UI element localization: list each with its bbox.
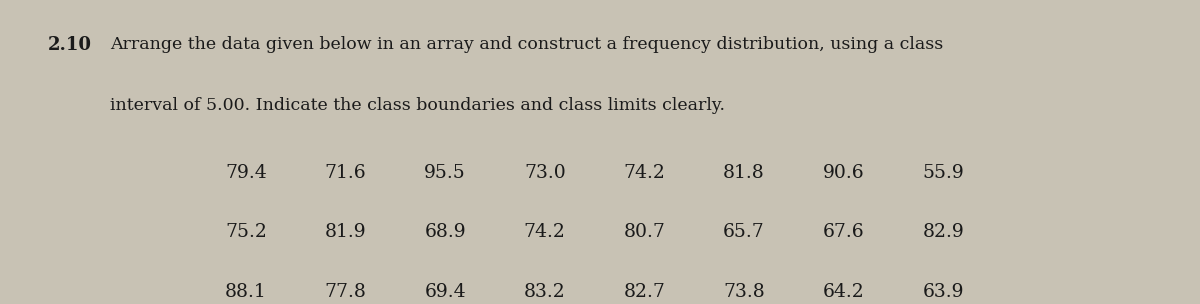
Text: interval of 5.00. Indicate the class boundaries and class limits clearly.: interval of 5.00. Indicate the class bou… xyxy=(110,97,725,114)
Text: 82.9: 82.9 xyxy=(923,223,964,241)
Text: 83.2: 83.2 xyxy=(524,283,565,301)
Text: 90.6: 90.6 xyxy=(823,164,864,182)
Text: 2.10: 2.10 xyxy=(48,36,92,54)
Text: 82.7: 82.7 xyxy=(624,283,665,301)
Text: 95.5: 95.5 xyxy=(425,164,466,182)
Text: 64.2: 64.2 xyxy=(823,283,864,301)
Text: 79.4: 79.4 xyxy=(226,164,266,182)
Text: Arrange the data given below in an array and construct a frequency distribution,: Arrange the data given below in an array… xyxy=(110,36,943,54)
Text: 81.8: 81.8 xyxy=(724,164,764,182)
Text: 81.9: 81.9 xyxy=(325,223,366,241)
Text: 80.7: 80.7 xyxy=(624,223,665,241)
Text: 88.1: 88.1 xyxy=(226,283,266,301)
Text: 69.4: 69.4 xyxy=(425,283,466,301)
Text: 77.8: 77.8 xyxy=(325,283,366,301)
Text: 67.6: 67.6 xyxy=(823,223,864,241)
Text: 68.9: 68.9 xyxy=(425,223,466,241)
Text: 63.9: 63.9 xyxy=(923,283,964,301)
Text: 75.2: 75.2 xyxy=(226,223,266,241)
Text: 65.7: 65.7 xyxy=(724,223,764,241)
Text: 73.8: 73.8 xyxy=(724,283,764,301)
Text: 55.9: 55.9 xyxy=(923,164,964,182)
Text: 71.6: 71.6 xyxy=(325,164,366,182)
Text: 74.2: 74.2 xyxy=(524,223,565,241)
Text: 73.0: 73.0 xyxy=(524,164,565,182)
Text: 74.2: 74.2 xyxy=(624,164,665,182)
